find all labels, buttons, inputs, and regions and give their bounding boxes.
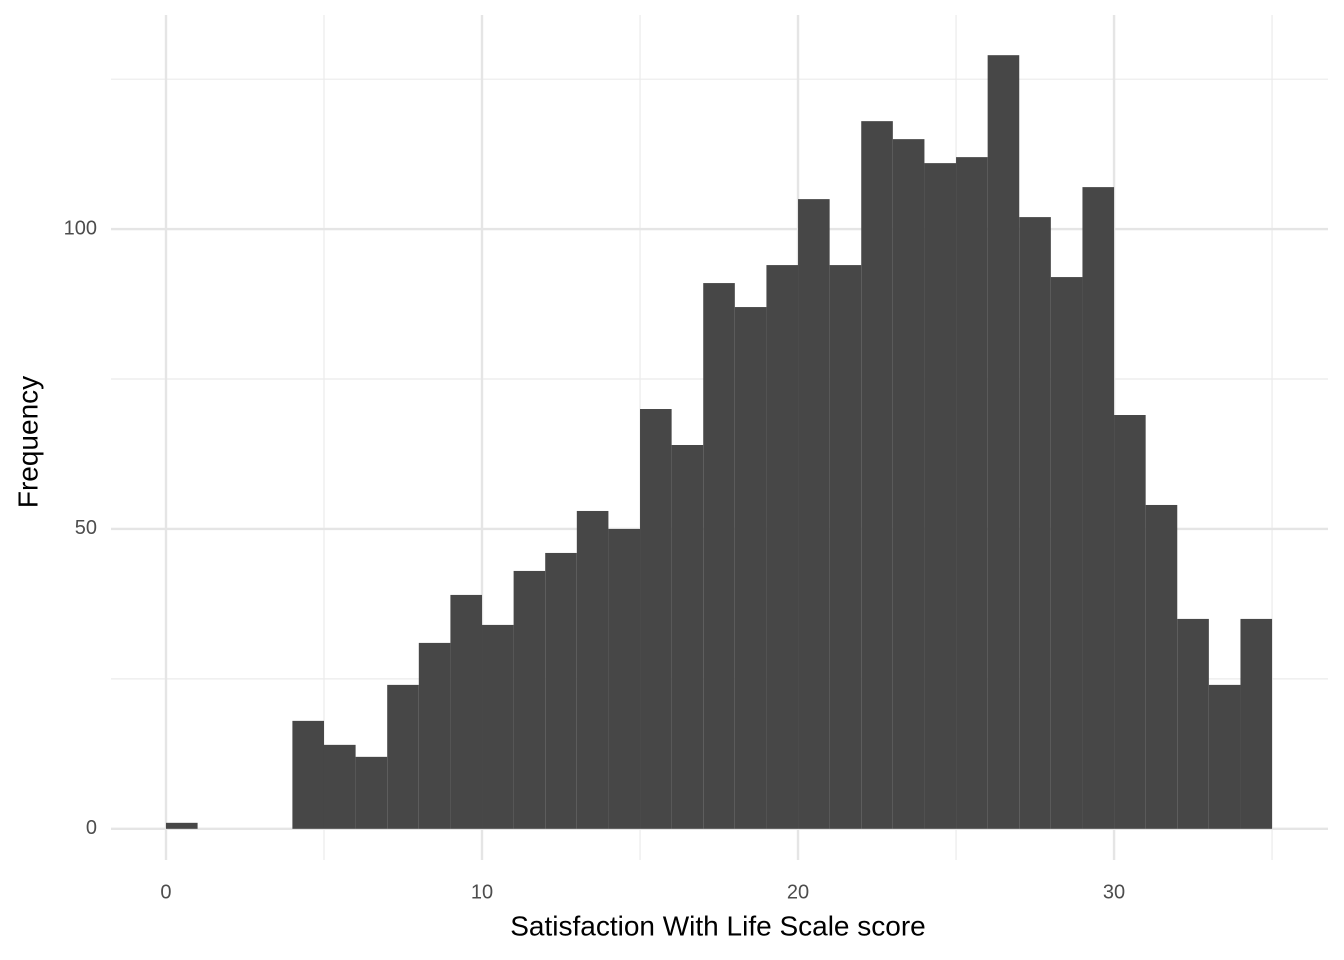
bar bbox=[1177, 618, 1209, 829]
bar bbox=[418, 642, 451, 829]
bar bbox=[292, 720, 324, 829]
x-tick-label: 10 bbox=[471, 881, 493, 903]
bar bbox=[513, 570, 546, 829]
bar bbox=[734, 307, 767, 829]
bar bbox=[829, 265, 862, 829]
bar bbox=[323, 744, 356, 829]
bar bbox=[608, 528, 641, 829]
bar bbox=[576, 510, 609, 829]
bar bbox=[450, 594, 483, 829]
bar bbox=[703, 283, 735, 829]
bar bbox=[987, 55, 1020, 829]
bar bbox=[1114, 415, 1146, 829]
bar bbox=[766, 265, 799, 829]
y-tick-label: 50 bbox=[75, 517, 97, 539]
bar bbox=[482, 624, 514, 829]
y-tick-label: 0 bbox=[86, 817, 97, 839]
bar bbox=[355, 756, 388, 829]
y-tick-label: 100 bbox=[64, 217, 97, 239]
bar bbox=[1240, 618, 1273, 829]
bar bbox=[671, 444, 704, 829]
x-tick-label: 20 bbox=[787, 881, 809, 903]
bar bbox=[1208, 684, 1241, 829]
bar bbox=[892, 139, 925, 829]
bar bbox=[387, 684, 419, 829]
bar bbox=[545, 552, 577, 829]
bar bbox=[798, 199, 830, 829]
bar bbox=[640, 409, 672, 829]
x-tick-label: 0 bbox=[160, 881, 171, 903]
x-axis-title: Satisfaction With Life Scale score bbox=[510, 910, 926, 941]
x-tick-label: 30 bbox=[1103, 881, 1125, 903]
y-axis-title: Frequency bbox=[12, 376, 43, 508]
bar bbox=[956, 157, 988, 829]
bar bbox=[1019, 217, 1051, 829]
bar bbox=[1145, 504, 1178, 829]
bar bbox=[165, 822, 198, 829]
bar bbox=[1082, 187, 1115, 829]
bar bbox=[1050, 277, 1083, 829]
bar bbox=[861, 121, 893, 829]
bar bbox=[924, 163, 957, 829]
